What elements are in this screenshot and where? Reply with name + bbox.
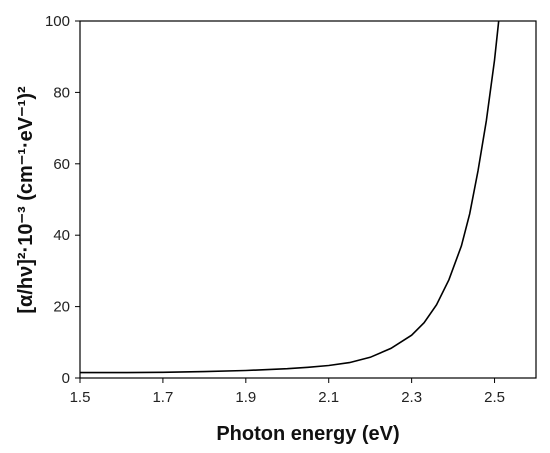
x-tick-label: 1.9: [235, 389, 256, 406]
x-axis-title: Photon energy (eV): [216, 423, 399, 445]
y-axis-title: [α/hν]²·10⁻³ (cm⁻¹·eV⁻¹)²: [15, 86, 37, 314]
y-tick-label: 80: [53, 84, 70, 101]
series-line: [80, 20, 500, 374]
x-tick-label: 1.7: [152, 389, 173, 406]
x-axis: 1.5 1.7 1.9 2.1 2.3 2.5: [70, 378, 505, 406]
y-tick-label: 0: [62, 370, 70, 387]
plot-area: [79, 20, 537, 379]
x-tick-label: 2.3: [401, 389, 422, 406]
y-tick-label: 60: [53, 156, 70, 173]
x-tick-label: 2.5: [484, 389, 505, 406]
y-tick-label: 100: [45, 13, 70, 30]
y-tick-label: 40: [53, 227, 70, 244]
x-tick-label: 1.5: [70, 389, 91, 406]
x-tick-label: 2.1: [318, 389, 339, 406]
y-axis: 0 20 40 60 80 100: [45, 13, 80, 387]
y-tick-label: 20: [53, 299, 70, 316]
